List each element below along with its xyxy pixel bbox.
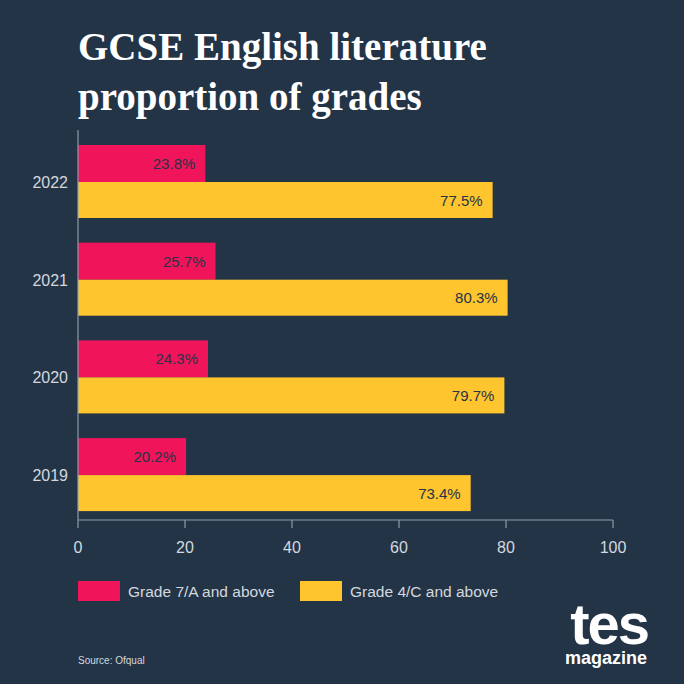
x-tick	[612, 520, 613, 528]
bar	[78, 280, 508, 316]
data-label: 80.3%	[455, 289, 498, 306]
bar	[78, 340, 208, 377]
category-label: 2020	[32, 369, 68, 386]
data-label: 20.2%	[134, 448, 177, 465]
chart-svg: 23.8% 77.5% 25.7% 80.3% 24.3% 79.7% 20.2% 73.4%…	[0, 0, 684, 684]
source: Source: Ofqual	[78, 655, 145, 666]
data-label: 24.3%	[155, 350, 198, 367]
x-tick	[184, 520, 185, 528]
category-label: 2022	[32, 174, 68, 191]
x-tick-label: 0	[74, 539, 83, 556]
category-label: 2019	[32, 467, 68, 484]
x-tick-label: 20	[176, 539, 194, 556]
x-tick-label: 100	[600, 539, 627, 556]
legend-label: Grade 4/C and above	[350, 583, 498, 600]
data-label: 25.7%	[163, 253, 206, 270]
x-tick-label: 60	[390, 539, 408, 556]
chart-root: GCSE English literature proportion of gr…	[0, 0, 684, 684]
category-label: 2021	[32, 272, 68, 289]
bar	[78, 438, 186, 475]
x-tick	[77, 520, 78, 528]
bar	[78, 145, 205, 182]
brand: tes	[570, 591, 648, 656]
title: GCSE English literature proportion of gr…	[78, 22, 578, 122]
data-label: 73.4%	[418, 485, 461, 502]
bar	[78, 243, 215, 280]
data-label: 79.7%	[452, 387, 495, 404]
legend-swatch	[300, 581, 342, 601]
x-tick-label: 80	[497, 539, 515, 556]
y-axis-line	[77, 130, 78, 520]
data-label: 77.5%	[440, 192, 483, 209]
x-tick-label: 40	[283, 539, 301, 556]
legend-label: Grade 7/A and above	[128, 583, 275, 600]
x-axis-line	[78, 519, 613, 520]
x-tick	[291, 520, 292, 528]
bar	[78, 377, 504, 413]
bar	[78, 182, 493, 218]
bars	[78, 145, 508, 511]
bar	[78, 475, 471, 511]
data-labels: 23.8% 77.5% 25.7% 80.3% 24.3% 79.7% 20.2% 73.4%	[134, 155, 498, 502]
legend-swatch	[78, 581, 120, 601]
x-tick	[505, 520, 506, 528]
data-label: 23.8%	[153, 155, 196, 172]
brand-subtitle: magazine	[565, 648, 647, 668]
x-tick	[398, 520, 399, 528]
